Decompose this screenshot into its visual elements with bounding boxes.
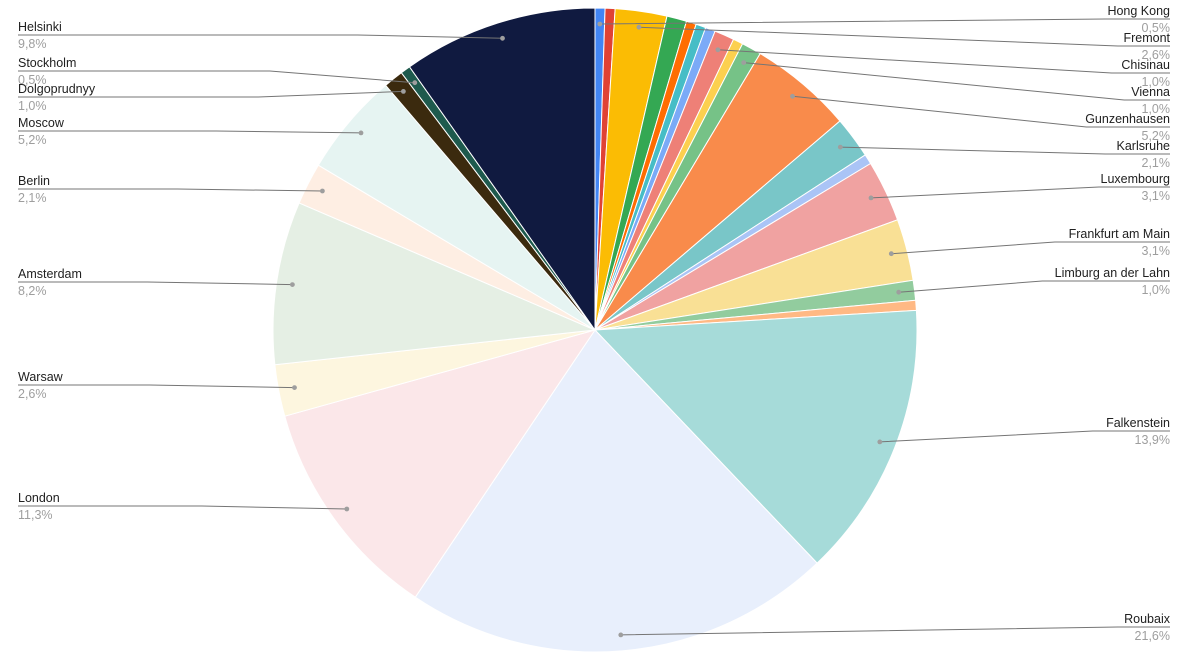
callout-dot-limburg-an-der-lahn [896, 289, 902, 295]
callout-dot-luxembourg [868, 195, 874, 201]
slice-label-karlsruhe: Karlsruhe [1117, 139, 1171, 153]
callout-dot-chisinau [715, 47, 721, 53]
slice-label-luxembourg: Luxembourg [1101, 172, 1171, 186]
slice-percent-chisinau: 1,0% [1142, 75, 1171, 89]
callout-dot-fremont [636, 24, 642, 30]
callout-dot-stockholm [412, 80, 418, 86]
slice-percent-amsterdam: 8,2% [18, 284, 47, 298]
slice-percent-stockholm: 0,5% [18, 73, 47, 87]
slice-percent-falkenstein: 13,9% [1135, 433, 1170, 447]
pie-slice-london[interactable] [284, 329, 597, 598]
callout-line-stockholm [18, 70, 415, 84]
slice-percent-frankfurt-am-main: 3,1% [1142, 244, 1171, 258]
callout-dot-vienna [741, 60, 747, 65]
callout-line-helsinki [18, 34, 503, 39]
slice-percent-moscow: 5,2% [18, 133, 47, 147]
slice-label-roubaix: Roubaix [1124, 612, 1171, 626]
callout-line-london [18, 505, 347, 510]
slice-percent-hong-kong: 0,5% [1142, 21, 1171, 35]
slice-percent-luxembourg: 3,1% [1142, 189, 1171, 203]
slice-label-london: London [18, 491, 60, 505]
callout-line-frankfurt-am-main [891, 241, 1170, 255]
slice-label-gunzenhausen: Gunzenhausen [1085, 112, 1170, 126]
callout-dot-gunzenhausen [790, 93, 795, 99]
callout-line-dolgoprudnyy [18, 90, 404, 98]
slice-percent-dolgoprudnyy: 1,0% [18, 99, 47, 113]
slice-label-moscow: Moscow [18, 116, 65, 130]
slice-percent-karlsruhe: 2,1% [1142, 156, 1171, 170]
callout-dot-warsaw [292, 385, 297, 390]
callout-dot-london [344, 506, 350, 512]
slice-label-vienna: Vienna [1131, 85, 1170, 99]
slice-percent-helsinki: 9,8% [18, 37, 47, 51]
pie-slice-roubaix[interactable] [414, 329, 818, 653]
slice-percent-limburg-an-der-lahn: 1,0% [1142, 283, 1171, 297]
slice-label-frankfurt-am-main: Frankfurt am Main [1069, 227, 1170, 241]
slice-percent-berlin: 2,1% [18, 191, 47, 205]
slice-label-berlin: Berlin [18, 174, 50, 188]
pie-slice-helsinki[interactable] [408, 7, 596, 332]
slice-label-chisinau: Chisinau [1121, 58, 1170, 72]
callout-dot-falkenstein [877, 439, 883, 445]
slice-label-fremont: Fremont [1123, 31, 1170, 45]
callout-line-berlin [18, 188, 323, 192]
callout-line-vienna [743, 62, 1170, 101]
pie-slice-amsterdam[interactable] [272, 202, 597, 366]
slice-label-stockholm: Stockholm [18, 56, 76, 70]
callout-line-gunzenhausen [792, 95, 1170, 128]
callout-line-fremont [638, 26, 1170, 47]
callout-line-karlsruhe [840, 146, 1170, 155]
callout-line-chisinau [717, 49, 1170, 74]
callout-line-warsaw [18, 384, 295, 389]
callout-line-falkenstein [879, 430, 1170, 443]
callout-dot-helsinki [500, 35, 505, 41]
callout-dot-roubaix [618, 632, 624, 638]
slice-percent-london: 11,3% [18, 508, 53, 522]
callout-dot-moscow [358, 130, 364, 136]
slice-label-limburg-an-der-lahn: Limburg an der Lahn [1055, 266, 1170, 280]
callout-line-hong-kong [599, 18, 1170, 25]
slice-percent-gunzenhausen: 5,2% [1142, 129, 1171, 143]
callout-line-luxembourg [870, 186, 1170, 199]
callout-line-moscow [18, 130, 362, 134]
callout-line-amsterdam [18, 281, 293, 286]
slice-label-hong-kong: Hong Kong [1107, 4, 1170, 18]
pie-slice-falkenstein[interactable] [593, 309, 918, 564]
slice-label-warsaw: Warsaw [18, 370, 64, 384]
slice-percent-roubaix: 21,6% [1135, 629, 1170, 643]
slice-percent-warsaw: 2,6% [18, 387, 47, 401]
callout-dot-frankfurt-am-main [888, 251, 894, 257]
callout-dot-amsterdam [290, 282, 295, 287]
callout-line-roubaix [620, 626, 1170, 636]
slice-label-amsterdam: Amsterdam [18, 267, 82, 281]
slice-label-helsinki: Helsinki [18, 20, 62, 34]
slice-label-dolgoprudnyy: Dolgoprudnyy [18, 82, 96, 96]
slice-percent-vienna: 1,0% [1142, 102, 1171, 116]
callout-dot-hong-kong [597, 21, 603, 27]
slice-percent-fremont: 2,6% [1142, 48, 1171, 62]
callout-dot-dolgoprudnyy [401, 89, 406, 94]
callout-line-limburg-an-der-lahn [898, 280, 1170, 293]
slice-label-falkenstein: Falkenstein [1106, 416, 1170, 430]
callout-dot-karlsruhe [837, 144, 843, 150]
callout-dot-berlin [320, 188, 325, 194]
